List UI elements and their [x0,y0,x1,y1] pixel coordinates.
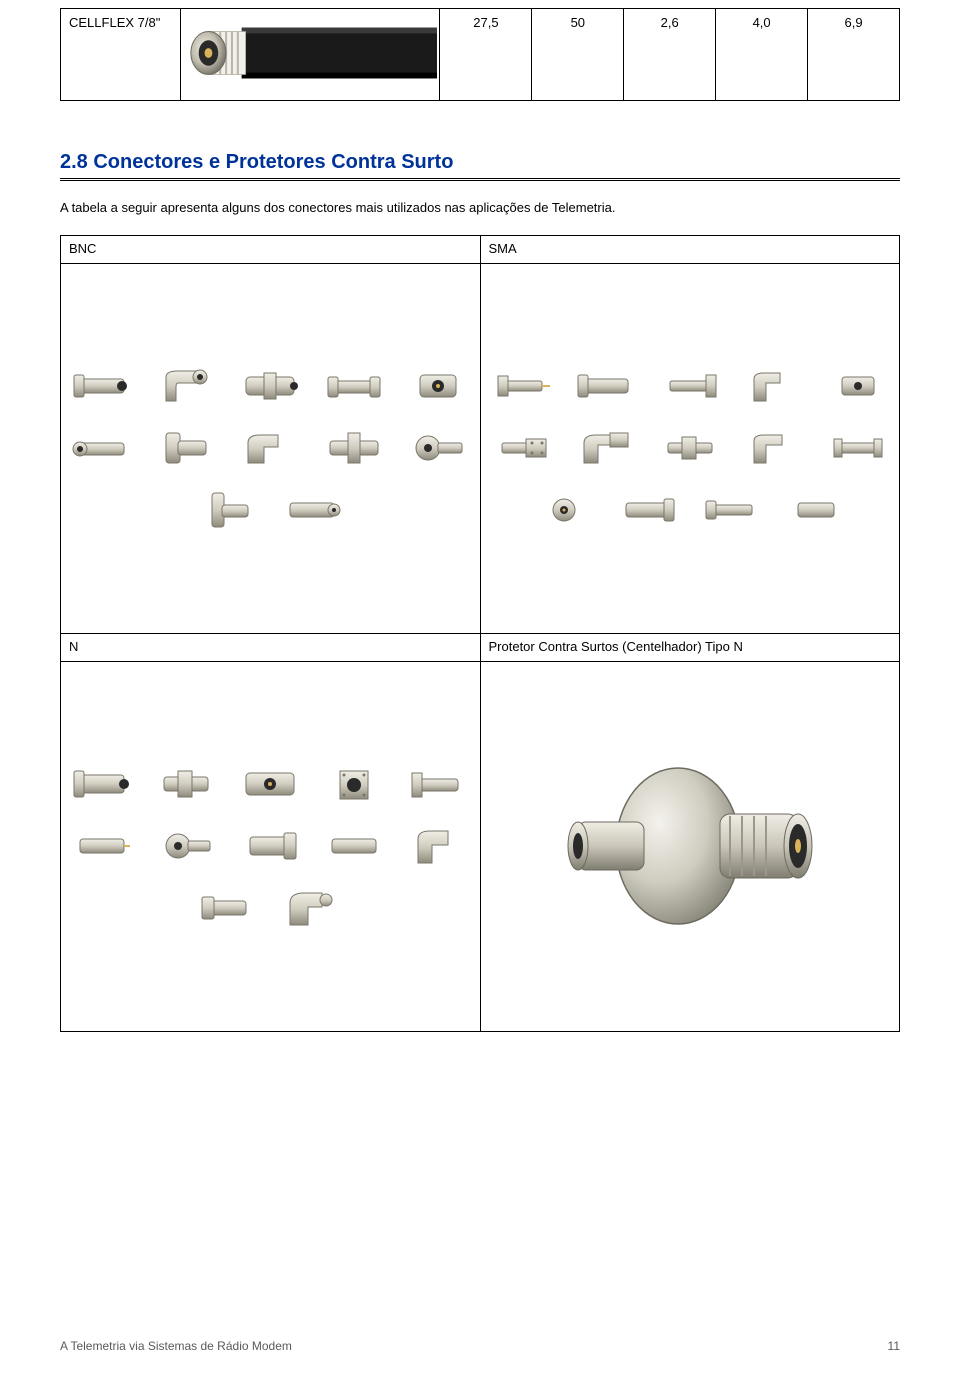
footer-page-number: 11 [888,1339,900,1353]
cable-val-5: 6,9 [808,9,900,101]
n-image-cell [61,661,481,1031]
cable-val-1: 27,5 [440,9,532,101]
sma-header: SMA [480,235,900,263]
section-heading: 2.8 Conectores e Protetores Contra Surto [60,151,900,174]
footer-title: A Telemetria via Sistemas de Rádio Modem [60,1339,292,1353]
cable-spec-table: CELLFLEX 7/8" [60,8,900,101]
section-intro: A tabela a seguir apresenta alguns dos c… [60,199,900,217]
connectors-table: BNC SMA [60,235,900,1032]
cable-label-cell: CELLFLEX 7/8" [61,9,181,101]
sma-connectors-icon [491,361,890,535]
page-footer: A Telemetria via Sistemas de Rádio Modem… [60,1339,900,1353]
surge-protector-icon [491,672,890,1021]
cable-cellflex-icon [183,13,438,93]
bnc-header: BNC [61,235,481,263]
cable-val-2: 50 [532,9,624,101]
surge-header: Protetor Contra Surtos (Centelhador) Tip… [480,633,900,661]
surge-image-cell [480,661,900,1031]
cable-val-4: 4,0 [716,9,808,101]
sma-image-cell [480,263,900,633]
heading-underline [60,178,900,181]
cable-label: CELLFLEX 7/8" [69,15,160,30]
cable-val-3: 2,6 [624,9,716,101]
n-header: N [61,633,481,661]
bnc-connectors-icon [71,361,470,535]
bnc-image-cell [61,263,481,633]
cable-image-cell [180,9,440,101]
n-connectors-icon [71,759,470,933]
